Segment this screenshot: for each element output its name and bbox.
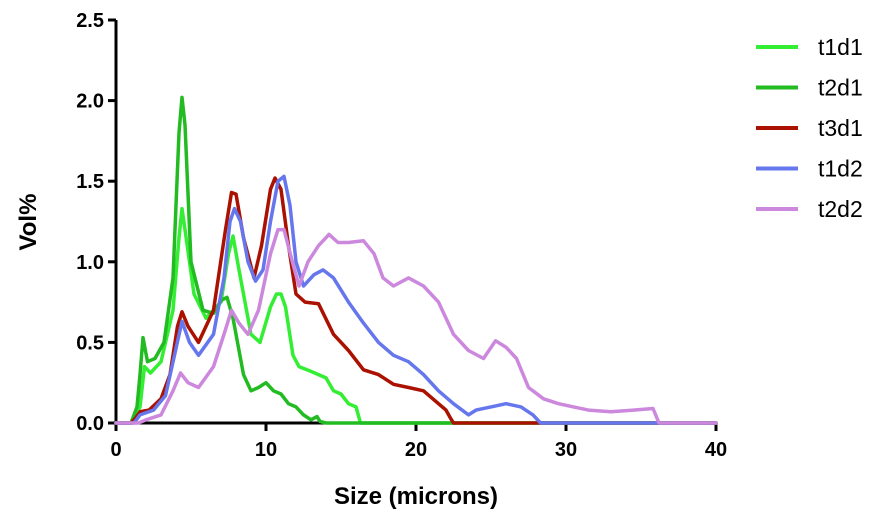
x-tick-label: 40 [705,439,727,461]
x-axis-title: Size (microns) [334,483,498,510]
series-line-t2d2 [114,227,718,425]
axes [114,20,716,425]
series-line-t3d1 [114,176,718,425]
y-ticks: 0.0 0.5 1.0 1.5 2.0 2.5 [76,10,116,435]
y-tick-label: 2.0 [76,91,104,113]
series-line-t1d1 [114,206,718,425]
legend-label-t2d1: t2d1 [818,75,863,101]
y-tick-label: 0.0 [76,413,104,435]
x-tick-label: 0 [110,439,121,461]
series-line-t1d2 [114,174,718,425]
y-tick-label: 1.5 [76,171,104,193]
y-tick-label: 0.5 [76,332,104,354]
x-ticks: 0 10 20 30 40 [110,423,727,461]
y-tick-label: 1.0 [76,252,104,274]
x-tick-label: 10 [255,439,277,461]
legend-label-t1d2: t1d2 [818,156,863,182]
y-tick-label: 2.5 [76,10,104,32]
x-tick-label: 30 [555,439,577,461]
series-line-t2d1 [114,95,718,425]
legend-label-t3d1: t3d1 [818,115,863,141]
y-axis-title: Vol% [15,194,42,251]
legend-label-t1d1: t1d1 [818,34,863,60]
legend-label-t2d2: t2d2 [818,196,863,222]
x-tick-label: 20 [405,439,427,461]
legend: t1d1 t2d1 t3d1 t1d2 t2d2 [756,34,863,222]
plot-lines [114,95,718,425]
